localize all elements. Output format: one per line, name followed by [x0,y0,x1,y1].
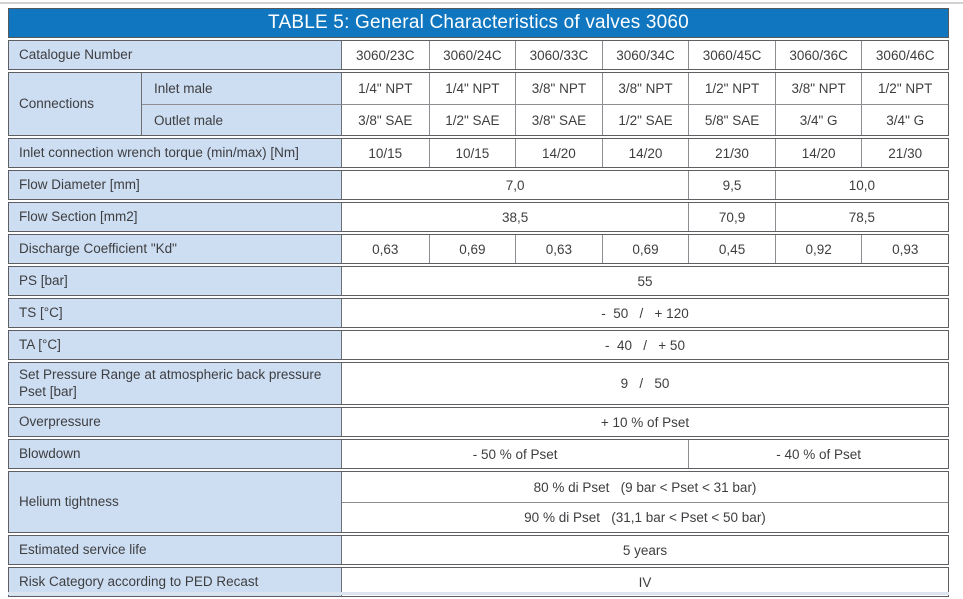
ps-value: 55 [637,273,653,289]
row-label: Estimated service life [9,536,342,564]
row-label: Helium tightness [9,472,342,532]
row-label: TA [°C] [9,331,342,359]
inlet-cell: 1/2" NPT [861,73,948,104]
catalogue-cell: 3060/45C [688,41,775,69]
ts-value: - 50 / + 120 [601,305,689,321]
kd-cell: 0,63 [372,241,399,257]
sub-row-label-outlet: Outlet male [142,104,342,135]
flow-section-cell: 38,5 [502,209,529,225]
page-top-rule [0,2,963,4]
row-flow-diameter: Flow Diameter [mm] 7,0 9,5 10,0 [8,170,949,200]
catalogue-cell: 3060/33C [515,41,602,69]
flow-diameter-cell: 7,0 [505,177,525,193]
blowdown-cell: - 40 % of Pset [688,440,948,468]
pset-range-value: 9 / 50 [620,376,670,391]
row-ps: PS [bar] 55 [8,266,949,296]
torque-cell: 10/15 [428,139,516,167]
catalogue-cell: 3060/34C [601,41,689,69]
outlet-cell: 3/4" G [861,104,948,135]
inlet-cell: 1/2" NPT [688,73,775,104]
torque-cell: 10/15 [368,145,403,161]
table-title: TABLE 5: General Characteristics of valv… [8,8,949,38]
torque-cell: 21/30 [688,139,775,167]
overpressure-value: + 10 % of Pset [600,414,690,430]
service-life-value: 5 years [622,542,668,558]
row-label: TS [°C] [9,299,342,327]
row-overpressure: Overpressure + 10 % of Pset [8,407,949,437]
row-label: Inlet connection wrench torque (min/max)… [9,139,342,167]
outlet-cell: 1/2" SAE [428,104,516,135]
row-ta: TA [°C] - 40 / + 50 [8,330,949,360]
helium-cell: 80 % di Pset (9 bar < Pset < 31 bar) [533,479,757,495]
kd-cell: 0,69 [601,235,689,263]
row-blowdown: Blowdown - 50 % of Pset - 40 % of Pset [8,439,949,469]
row-label: Discharge Coefficient "Kd" [9,235,342,263]
torque-cell: 14/20 [515,139,602,167]
row-helium-tightness: Helium tightness 80 % di Pset (9 bar < P… [8,471,949,533]
sub-row-label-inlet: Inlet male [142,73,342,104]
row-wrench-torque: Inlet connection wrench torque (min/max)… [8,138,949,168]
flow-diameter-cell: 9,5 [688,171,775,199]
catalogue-cell: 3060/23C [356,47,415,63]
risk-value: IV [638,574,652,590]
outlet-cell: 3/8" SAE [515,104,602,135]
ta-value: - 40 / + 50 [605,337,685,353]
kd-cell: 0,69 [428,235,516,263]
row-connections: Connections Inlet male 1/4" NPT 1/4" NPT… [8,72,949,136]
row-label: Flow Section [mm2] [9,203,342,231]
row-label: Risk Category according to PED Recast [9,568,342,596]
outlet-cell: 3/4" G [774,104,862,135]
table-bottom-shadow [8,592,949,595]
characteristics-table: TABLE 5: General Characteristics of valv… [8,8,949,597]
inlet-cell: 1/4" NPT [358,81,413,96]
row-label: Set Pressure Range at atmospheric back p… [9,363,342,404]
row-label: Blowdown [9,440,342,468]
row-label: Overpressure [9,408,342,436]
flow-section-cell: 78,5 [774,203,948,231]
torque-cell: 14/20 [601,139,689,167]
row-catalogue-number: Catalogue Number 3060/23C 3060/24C 3060/… [8,40,949,70]
outlet-cell: 3/8" SAE [342,104,429,135]
inlet-cell: 3/8" NPT [774,73,862,104]
row-label: Flow Diameter [mm] [9,171,342,199]
kd-cell: 0,45 [688,235,775,263]
row-set-pressure-range: Set Pressure Range at atmospheric back p… [8,362,949,405]
catalogue-cell: 3060/46C [861,41,948,69]
row-label: PS [bar] [9,267,342,295]
torque-cell: 14/20 [774,139,862,167]
catalogue-cell: 3060/36C [774,41,862,69]
flow-section-cell: 70,9 [688,203,775,231]
flow-diameter-cell: 10,0 [774,171,948,199]
row-flow-section: Flow Section [mm2] 38,5 70,9 78,5 [8,202,949,232]
row-ts: TS [°C] - 50 / + 120 [8,298,949,328]
inlet-cell: 3/8" NPT [515,73,602,104]
inlet-cell: 3/8" NPT [601,73,689,104]
torque-cell: 21/30 [861,139,948,167]
kd-cell: 0,93 [861,235,948,263]
outlet-cell: 1/2" SAE [601,104,689,135]
row-label: Catalogue Number [9,41,342,69]
helium-cell: 90 % di Pset (31,1 bar < Pset < 50 bar) [342,502,948,532]
row-service-life: Estimated service life 5 years [8,535,949,565]
blowdown-cell: - 50 % of Pset [472,446,558,462]
outlet-cell: 5/8" SAE [688,104,775,135]
kd-cell: 0,92 [774,235,862,263]
inlet-cell: 1/4" NPT [428,73,516,104]
kd-cell: 0,63 [515,235,602,263]
row-label: Connections [9,73,142,135]
row-discharge-coefficient: Discharge Coefficient "Kd" 0,63 0,69 0,6… [8,234,949,264]
catalogue-cell: 3060/24C [428,41,516,69]
